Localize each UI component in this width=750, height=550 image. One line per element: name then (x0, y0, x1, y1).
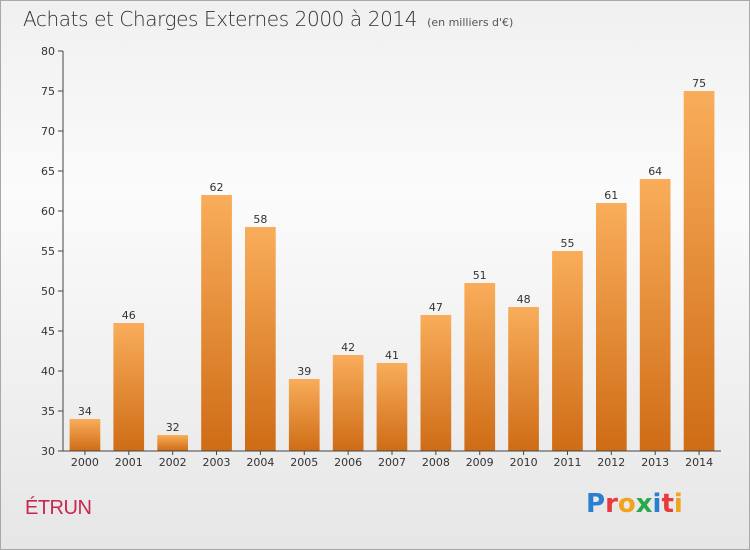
x-tick-label: 2012 (597, 456, 625, 469)
data-label: 39 (297, 365, 311, 378)
data-label: 61 (604, 189, 618, 202)
data-label: 41 (385, 349, 399, 362)
proxiti-logo: Proxiti (586, 489, 683, 519)
bar (288, 379, 320, 451)
logo-letter: i (673, 489, 683, 519)
x-tick-label: 2013 (641, 456, 669, 469)
logo-letter: t (661, 489, 674, 519)
data-label: 62 (210, 181, 224, 194)
data-label: 47 (429, 301, 443, 314)
bar (201, 195, 232, 451)
x-tick-label: 2009 (466, 456, 494, 469)
x-tick-label: 2002 (159, 456, 187, 469)
data-label: 46 (122, 309, 136, 322)
x-tick-label: 2011 (554, 456, 582, 469)
y-tick-label: 80 (41, 45, 55, 58)
y-tick-label: 75 (41, 85, 55, 98)
y-tick-label: 50 (41, 285, 55, 298)
bar (157, 435, 188, 451)
bar (639, 179, 671, 451)
data-label: 75 (692, 77, 706, 90)
logo-letter: P (586, 489, 606, 519)
y-tick-label: 60 (41, 205, 55, 218)
logo-letter: o (617, 489, 636, 519)
data-label: 58 (253, 213, 267, 226)
data-label: 64 (648, 165, 662, 178)
x-tick-label: 2014 (685, 456, 713, 469)
x-tick-label: 2010 (510, 456, 538, 469)
x-tick-label: 2005 (290, 456, 318, 469)
y-tick-label: 30 (41, 445, 55, 458)
title-line: Achats et Charges Externes 2000 à 2014 (e… (23, 7, 513, 31)
bar (245, 227, 276, 451)
x-tick-label: 2006 (334, 456, 362, 469)
bar (683, 91, 715, 451)
y-tick-label: 40 (41, 365, 55, 378)
chart-subtitle: (en milliers d'€) (427, 16, 514, 29)
data-label: 42 (341, 341, 355, 354)
x-tick-label: 2008 (422, 456, 450, 469)
logo-letter: r (605, 489, 618, 519)
x-tick-label: 2007 (378, 456, 406, 469)
bar (420, 315, 452, 451)
logo-letter: i (652, 489, 662, 519)
data-label: 55 (561, 237, 575, 250)
data-label: 32 (166, 421, 180, 434)
axes: 2000 2001 2002 2003 2004 2005 2006 2007 2008 2009… (41, 45, 721, 469)
commune-name: ÉTRUN (25, 497, 92, 519)
bar (69, 419, 101, 451)
x-tick-label: 2000 (71, 456, 99, 469)
y-tick-label: 45 (41, 325, 55, 338)
data-label: 51 (473, 269, 487, 282)
bar (508, 307, 539, 451)
data-label: 34 (78, 405, 92, 418)
y-tick-label: 55 (41, 245, 55, 258)
bars: 34 46 32 62 58 39 42 41 47 51 48 55 61 64 75 (69, 77, 715, 451)
bar (376, 363, 408, 451)
x-tick-label: 2003 (203, 456, 231, 469)
bar (552, 251, 583, 451)
bar (113, 323, 145, 451)
y-tick-label: 70 (41, 125, 55, 138)
bar (464, 283, 496, 451)
bar (332, 355, 364, 451)
chart-title: Achats et Charges Externes 2000 à 2014 (23, 7, 418, 31)
x-tick-label: 2004 (246, 456, 274, 469)
y-tick-label: 65 (41, 165, 55, 178)
x-tick-label: 2001 (115, 456, 143, 469)
data-label: 48 (517, 293, 531, 306)
y-tick-label: 35 (41, 405, 55, 418)
logo-letter: x (635, 489, 653, 519)
bar (596, 203, 627, 451)
